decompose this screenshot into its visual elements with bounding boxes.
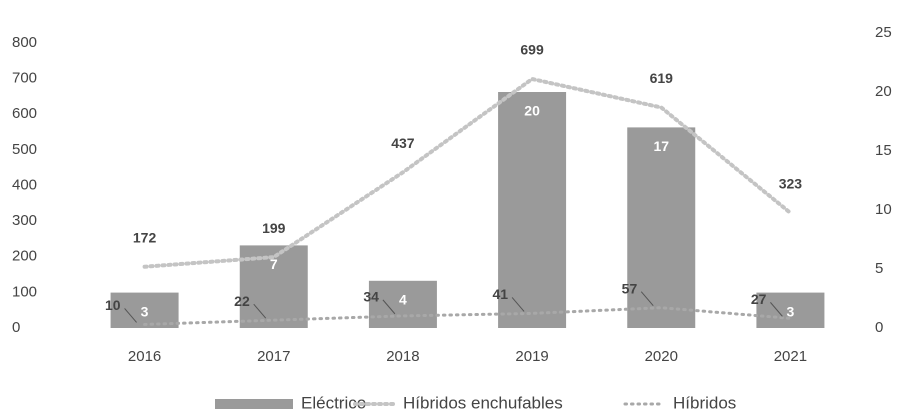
leader-line [382, 299, 396, 315]
x-tick-label: 2020 [645, 348, 678, 365]
data-label: 57 [622, 280, 638, 296]
data-label: 3 [141, 303, 149, 319]
y2-tick-label: 5 [875, 260, 883, 277]
leader-line [511, 297, 525, 312]
line [143, 306, 792, 326]
data-label: 20 [524, 103, 540, 119]
data-label: 619 [650, 70, 674, 86]
data-label: 699 [520, 42, 544, 58]
data-label: 27 [751, 291, 767, 307]
legend-label: Híbridos enchufables [403, 393, 563, 412]
legend-swatch [215, 399, 293, 409]
x-tick-label: 2018 [386, 348, 419, 365]
data-label: 199 [262, 220, 286, 236]
bar [756, 292, 825, 328]
x-tick-label: 2019 [515, 348, 548, 365]
y2-tick-label: 15 [875, 142, 892, 159]
data-label: 22 [234, 293, 250, 309]
x-tick-label: 2021 [774, 348, 807, 365]
bar [498, 92, 567, 328]
y-tick-label: 0 [12, 319, 20, 336]
y-tick-label: 700 [12, 70, 37, 87]
legend-label: Híbridos [673, 393, 736, 412]
bar [368, 280, 437, 328]
data-label: 437 [391, 135, 415, 151]
y-tick-label: 500 [12, 141, 37, 158]
data-label: 10 [105, 297, 121, 313]
y-tick-label: 400 [12, 176, 37, 193]
leader-line [253, 303, 267, 319]
legend-label: Eléctrico [301, 393, 366, 412]
y2-tick-label: 20 [875, 83, 892, 100]
x-tick-label: 2017 [257, 348, 290, 365]
data-label: 17 [653, 138, 669, 154]
y-tick-label: 300 [12, 212, 37, 229]
y-tick-label: 200 [12, 248, 37, 265]
leader-line [770, 302, 783, 317]
data-label: 3 [787, 303, 795, 319]
y2-tick-label: 10 [875, 201, 892, 218]
leader-line [124, 308, 137, 323]
y-tick-label: 100 [12, 283, 37, 300]
y-tick-label: 800 [12, 34, 37, 51]
data-label: 4 [399, 292, 407, 308]
data-label: 172 [133, 229, 157, 245]
y2-tick-label: 0 [875, 319, 883, 336]
x-tick-label: 2016 [128, 348, 161, 365]
leader-line [640, 291, 654, 307]
bar [627, 127, 696, 329]
line [142, 76, 793, 269]
bar [110, 292, 179, 328]
data-label: 34 [363, 289, 379, 305]
y-tick-label: 600 [12, 105, 37, 122]
data-label: 41 [493, 286, 509, 302]
data-label: 323 [779, 176, 803, 192]
y2-tick-label: 25 [875, 24, 892, 41]
data-label: 7 [270, 256, 278, 272]
